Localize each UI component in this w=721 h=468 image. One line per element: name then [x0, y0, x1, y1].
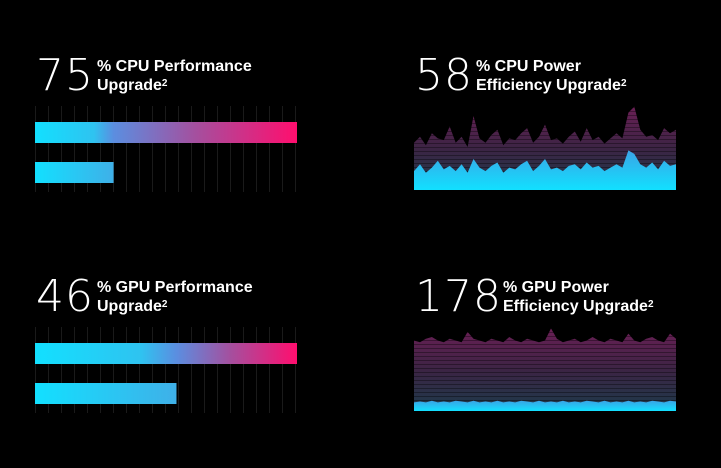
- bar-chart-svg: [35, 327, 297, 413]
- cpu-power-caption: % CPU Power Efficiency Upgrade2: [476, 57, 627, 95]
- gpu-performance-number: 46: [36, 271, 94, 322]
- cpu-power-caption-line1: % CPU Power: [476, 58, 581, 75]
- gpu-power-caption-line1: % GPU Power: [503, 279, 609, 296]
- gpu-performance-caption-line2: Upgrade: [97, 298, 162, 315]
- gpu-performance-bars: [35, 327, 297, 413]
- area-chart-svg: [414, 106, 676, 190]
- gpu-performance-caption-line1: % GPU Performance: [97, 279, 253, 296]
- footnote-marker: 2: [620, 78, 627, 89]
- gpu-performance-caption: % GPU Performance Upgrade2: [97, 278, 253, 316]
- bar-chart-svg: [35, 106, 297, 192]
- gpu-power-caption-line2: Efficiency Upgrade: [503, 298, 648, 315]
- upgraded-bar: [35, 343, 297, 364]
- gpu-power-caption: % GPU Power Efficiency Upgrade2: [503, 278, 654, 316]
- baseline-area: [414, 400, 676, 411]
- gpu-power-number: 178: [415, 271, 502, 322]
- cpu-performance-caption: % CPU Performance Upgrade2: [97, 57, 252, 95]
- baseline-bar: [35, 383, 177, 404]
- cpu-performance-caption-line1: % CPU Performance: [97, 58, 252, 75]
- area-chart-svg: [414, 328, 676, 411]
- cpu-performance-caption-line2: Upgrade: [97, 77, 162, 94]
- upgraded-area: [414, 328, 676, 411]
- baseline-bar: [35, 162, 114, 183]
- cpu-power-caption-line2: Efficiency Upgrade: [476, 77, 621, 94]
- footnote-marker: 2: [161, 299, 168, 310]
- gpu-power-area-chart: [414, 325, 676, 411]
- cpu-performance-number: 75: [36, 50, 94, 101]
- footnote-marker: 2: [161, 78, 168, 89]
- upgraded-bar: [35, 122, 297, 143]
- footnote-marker: 2: [647, 299, 654, 310]
- cpu-power-area-chart: [414, 104, 676, 190]
- cpu-performance-bars: [35, 106, 297, 192]
- cpu-power-number: 58: [415, 50, 473, 101]
- baseline-area: [414, 150, 676, 190]
